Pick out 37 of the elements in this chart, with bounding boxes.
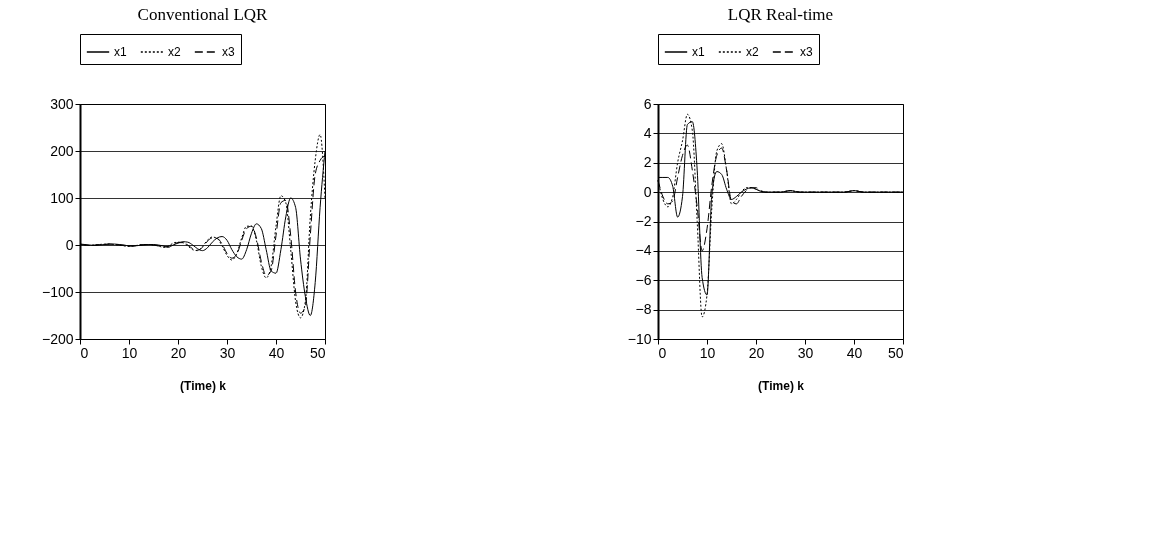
x-tick-label: 40 [268, 344, 285, 361]
y-tick-label: −2 [635, 213, 652, 229]
x-tick-label: 50 [887, 344, 904, 361]
x-tick-label: 0 [658, 344, 667, 361]
x-tick-label: 10 [699, 344, 716, 361]
y-tick-label: 100 [50, 189, 74, 206]
x-axis-title: (Time) k [180, 378, 227, 393]
x-tick-label: 10 [121, 344, 138, 361]
y-tick-label: −6 [635, 271, 652, 288]
x-tick-label: 0 [80, 344, 89, 361]
y-tick-label: 0 [643, 183, 652, 200]
legend-label: x2 [168, 45, 181, 59]
legend-label: x3 [222, 45, 235, 59]
y-tick-label: 0 [65, 236, 74, 253]
chart-title: Conventional LQR [137, 4, 269, 24]
x-tick-label: 30 [797, 344, 814, 361]
legend-label: x1 [692, 45, 705, 59]
y-tick-label: −100 [41, 283, 74, 300]
y-tick-label: −4 [635, 242, 652, 259]
legend-label: x1 [114, 45, 127, 59]
legend-label: x2 [746, 45, 759, 59]
y-tick-label: 200 [50, 142, 74, 159]
y-tick-label: 4 [643, 124, 652, 141]
x-axis-title: (Time) k [758, 378, 805, 393]
y-tick-label: −10 [627, 330, 652, 347]
x-tick-label: 30 [219, 344, 236, 361]
y-tick-label: 6 [643, 95, 652, 112]
x-tick-label: 50 [309, 344, 326, 361]
y-tick-label: −8 [635, 301, 652, 318]
legend-label: x3 [800, 45, 813, 59]
chart-title: LQR Real-time [727, 4, 834, 24]
y-tick-label: −200 [41, 330, 74, 347]
y-tick-label: 2 [643, 154, 652, 171]
x-tick-label: 40 [846, 344, 863, 361]
x-tick-label: 20 [170, 344, 187, 361]
x-tick-label: 20 [748, 344, 765, 361]
y-tick-label: 300 [50, 95, 74, 112]
